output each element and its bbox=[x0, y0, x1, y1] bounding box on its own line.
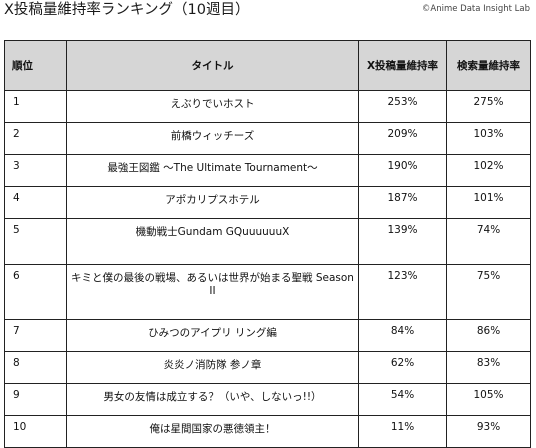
rank-cell: 3 bbox=[4, 154, 67, 187]
title-cell: アポカリプスホテル bbox=[66, 186, 359, 219]
search-retention-cell: 86% bbox=[446, 319, 531, 352]
title-cell: 機動戦士Gundam GQuuuuuuX bbox=[66, 218, 359, 265]
table-row: 6 キミと僕の最後の戦場、あるいは世界が始まる聖戦 Season II 123%… bbox=[4, 264, 531, 320]
search-retention-cell: 93% bbox=[446, 415, 531, 448]
page-title: X投稿量維持率ランキング（10週目） bbox=[4, 2, 250, 18]
search-retention-cell: 75% bbox=[446, 264, 531, 320]
column-header-title: タイトル bbox=[66, 40, 359, 91]
x-retention-cell: 253% bbox=[358, 90, 447, 123]
x-retention-cell: 139% bbox=[358, 218, 447, 265]
title-cell: 男女の友情は成立する？（いや、しないっ!!） bbox=[66, 383, 359, 416]
search-retention-cell: 275% bbox=[446, 90, 531, 123]
table-row: 4 アポカリプスホテル 187% 101% bbox=[4, 186, 531, 219]
search-retention-cell: 101% bbox=[446, 186, 531, 219]
column-header-search-retention: 検索量維持率 bbox=[446, 40, 531, 91]
title-cell: 俺は星間国家の悪徳領主！ bbox=[66, 415, 359, 448]
title-cell: キミと僕の最後の戦場、あるいは世界が始まる聖戦 Season II bbox=[66, 264, 359, 320]
title-cell: 炎炎ノ消防隊 参ノ章 bbox=[66, 351, 359, 384]
search-retention-cell: 74% bbox=[446, 218, 531, 265]
rank-cell: 4 bbox=[4, 186, 67, 219]
table-row: 1 えぶりでいホスト 253% 275% bbox=[4, 90, 531, 123]
rank-cell: 10 bbox=[4, 415, 67, 448]
rank-cell: 2 bbox=[4, 122, 67, 155]
rank-cell: 1 bbox=[4, 90, 67, 123]
title-cell: ひみつのアイプリ リング編 bbox=[66, 319, 359, 352]
x-retention-cell: 11% bbox=[358, 415, 447, 448]
x-retention-cell: 84% bbox=[358, 319, 447, 352]
table-row: 5 機動戦士Gundam GQuuuuuuX 139% 74% bbox=[4, 218, 531, 265]
column-header-rank: 順位 bbox=[4, 40, 67, 91]
search-retention-cell: 103% bbox=[446, 122, 531, 155]
search-retention-cell: 102% bbox=[446, 154, 531, 187]
x-retention-cell: 123% bbox=[358, 264, 447, 320]
rank-cell: 9 bbox=[4, 383, 67, 416]
search-retention-cell: 105% bbox=[446, 383, 531, 416]
x-retention-cell: 209% bbox=[358, 122, 447, 155]
table-row: 8 炎炎ノ消防隊 参ノ章 62% 83% bbox=[4, 351, 531, 384]
title-cell: えぶりでいホスト bbox=[66, 90, 359, 123]
table-row: 10 俺は星間国家の悪徳領主！ 11% 93% bbox=[4, 415, 531, 448]
rank-cell: 7 bbox=[4, 319, 67, 352]
table-row: 2 前橋ウィッチーズ 209% 103% bbox=[4, 122, 531, 155]
table-row: 9 男女の友情は成立する？（いや、しないっ!!） 54% 105% bbox=[4, 383, 531, 416]
x-retention-cell: 54% bbox=[358, 383, 447, 416]
title-cell: 最強王図鑑 〜The Ultimate Tournament〜 bbox=[66, 154, 359, 187]
search-retention-cell: 83% bbox=[446, 351, 531, 384]
column-header-x-retention: X投稿量維持率 bbox=[358, 40, 447, 91]
table-header-row: 順位 タイトル X投稿量維持率 検索量維持率 bbox=[4, 40, 531, 91]
table-row: 3 最強王図鑑 〜The Ultimate Tournament〜 190% 1… bbox=[4, 154, 531, 187]
rank-cell: 6 bbox=[4, 264, 67, 320]
credit-text: ©Anime Data Insight Lab bbox=[421, 4, 530, 14]
title-cell: 前橋ウィッチーズ bbox=[66, 122, 359, 155]
x-retention-cell: 190% bbox=[358, 154, 447, 187]
ranking-table: 順位 タイトル X投稿量維持率 検索量維持率 1 えぶりでいホスト 253% 2… bbox=[4, 40, 531, 448]
x-retention-cell: 62% bbox=[358, 351, 447, 384]
table-row: 7 ひみつのアイプリ リング編 84% 86% bbox=[4, 319, 531, 352]
rank-cell: 5 bbox=[4, 218, 67, 265]
x-retention-cell: 187% bbox=[358, 186, 447, 219]
rank-cell: 8 bbox=[4, 351, 67, 384]
